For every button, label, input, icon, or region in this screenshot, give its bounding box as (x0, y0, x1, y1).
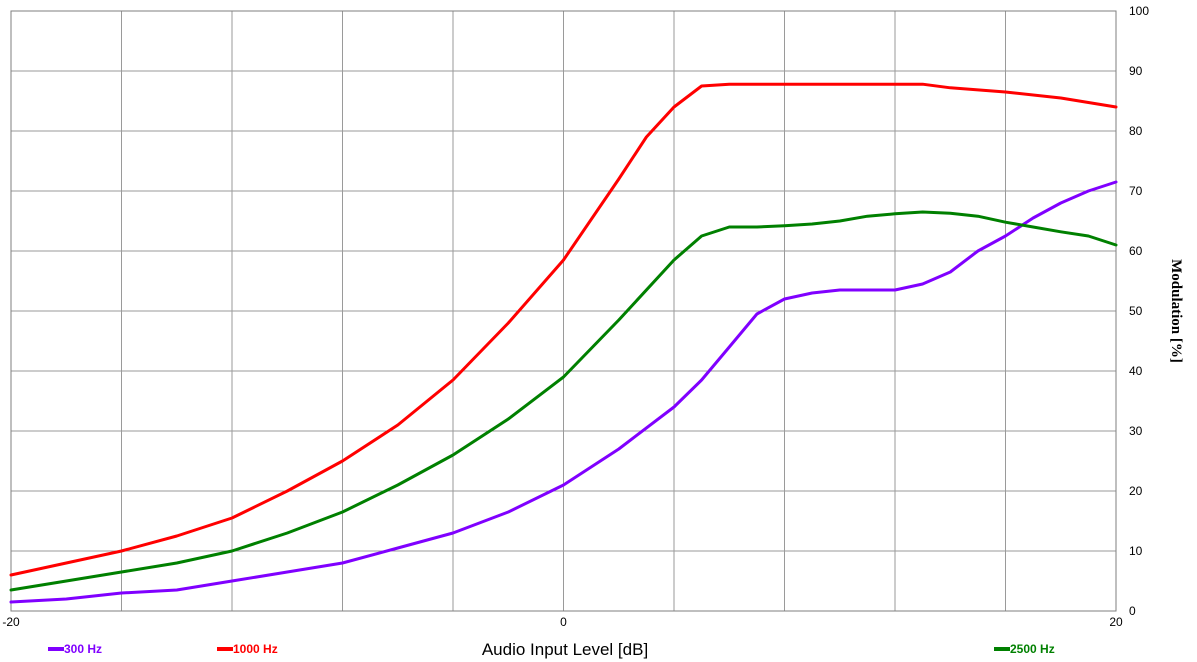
legend-label: 1000 Hz (233, 642, 278, 656)
x-tick-labels: -20 0 20 (2, 615, 1123, 629)
legend: 300 Hz 1000 Hz 2500 Hz (48, 642, 1055, 656)
y-tick-label: 20 (1129, 484, 1143, 498)
y-axis-label: Modulation [%] (1168, 259, 1184, 363)
series-line-0 (9, 180, 1118, 604)
x-tick-label: 20 (1109, 615, 1123, 629)
y-tick-label: 90 (1129, 64, 1143, 78)
y-tick-label: 80 (1129, 124, 1143, 138)
y-tick-label: 0 (1129, 604, 1136, 618)
x-tick-label: 0 (560, 615, 567, 629)
x-tick-label: -20 (2, 615, 20, 629)
legend-label: 2500 Hz (1010, 642, 1055, 656)
plot-frame (10, 10, 1117, 612)
y-tick-label: 70 (1129, 184, 1143, 198)
y-tick-label: 30 (1129, 424, 1143, 438)
y-tick-label: 100 (1129, 4, 1149, 18)
y-tick-labels: 0 10 20 30 40 50 60 70 80 90 100 (1129, 4, 1149, 618)
y-tick-label: 10 (1129, 544, 1143, 558)
series-line-2 (9, 210, 1118, 592)
grid (11, 11, 1116, 611)
series-lines (9, 82, 1118, 604)
series-line-1 (9, 82, 1118, 577)
y-tick-label: 60 (1129, 244, 1143, 258)
y-tick-label: 50 (1129, 304, 1143, 318)
x-axis-label: Audio Input Level [dB] (482, 640, 648, 659)
y-tick-label: 40 (1129, 364, 1143, 378)
legend-label: 300 Hz (64, 642, 102, 656)
